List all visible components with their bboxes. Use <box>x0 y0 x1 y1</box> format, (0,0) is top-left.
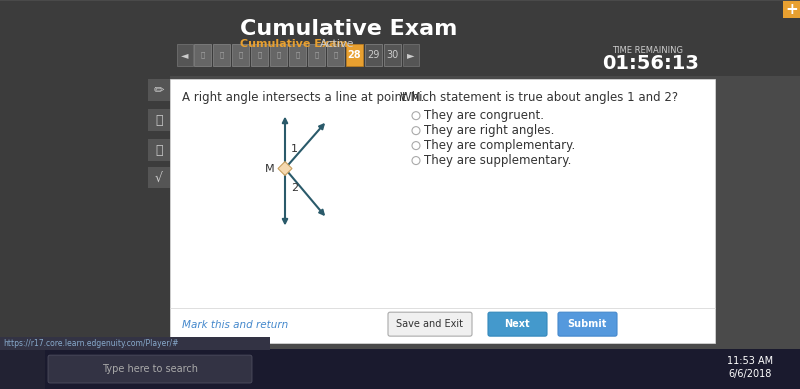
Text: 11:53 AM: 11:53 AM <box>727 356 773 366</box>
Text: 🔒: 🔒 <box>219 51 224 58</box>
Text: 🔒: 🔒 <box>334 51 338 58</box>
FancyBboxPatch shape <box>194 44 211 66</box>
FancyBboxPatch shape <box>0 349 45 389</box>
FancyBboxPatch shape <box>232 44 249 66</box>
FancyBboxPatch shape <box>170 79 715 308</box>
FancyBboxPatch shape <box>346 44 363 66</box>
FancyBboxPatch shape <box>251 44 268 66</box>
Text: They are congruent.: They are congruent. <box>424 109 544 122</box>
Text: A right angle intersects a line at point M.: A right angle intersects a line at point… <box>182 91 424 104</box>
Text: 🔒: 🔒 <box>295 51 300 58</box>
FancyBboxPatch shape <box>558 312 617 336</box>
FancyBboxPatch shape <box>148 138 170 161</box>
FancyBboxPatch shape <box>0 349 800 389</box>
Text: Which statement is true about angles 1 and 2?: Which statement is true about angles 1 a… <box>400 91 678 104</box>
Text: 🎧: 🎧 <box>155 114 162 127</box>
FancyBboxPatch shape <box>783 1 800 18</box>
Text: ►: ► <box>407 50 414 60</box>
FancyBboxPatch shape <box>148 109 170 131</box>
Text: ✏: ✏ <box>154 84 164 97</box>
Text: Type here to search: Type here to search <box>102 364 198 374</box>
FancyBboxPatch shape <box>48 355 252 383</box>
Text: 🔒: 🔒 <box>314 51 318 58</box>
FancyBboxPatch shape <box>270 44 287 66</box>
FancyBboxPatch shape <box>403 44 419 66</box>
FancyBboxPatch shape <box>213 44 230 66</box>
FancyBboxPatch shape <box>384 44 401 66</box>
FancyBboxPatch shape <box>0 1 800 76</box>
FancyBboxPatch shape <box>488 312 547 336</box>
Text: Mark this and return: Mark this and return <box>182 320 288 330</box>
FancyBboxPatch shape <box>177 44 193 66</box>
Text: Save and Exit: Save and Exit <box>397 319 463 329</box>
Text: 30: 30 <box>386 50 398 60</box>
Text: TIME REMAINING: TIME REMAINING <box>612 46 683 55</box>
Text: 01:56:13: 01:56:13 <box>602 54 699 73</box>
Text: Active: Active <box>320 39 354 49</box>
Text: 2: 2 <box>291 184 298 193</box>
FancyBboxPatch shape <box>0 1 170 389</box>
Text: https://r17.core.learn.edgenuity.com/Player/#: https://r17.core.learn.edgenuity.com/Pla… <box>3 339 178 348</box>
FancyBboxPatch shape <box>0 337 270 350</box>
FancyBboxPatch shape <box>308 44 325 66</box>
Text: √: √ <box>155 172 163 185</box>
FancyBboxPatch shape <box>388 312 472 336</box>
Polygon shape <box>278 161 292 175</box>
FancyBboxPatch shape <box>170 308 715 343</box>
FancyBboxPatch shape <box>148 166 170 189</box>
Text: Next: Next <box>504 319 530 329</box>
Text: 6/6/2018: 6/6/2018 <box>728 369 772 379</box>
Text: 🔒: 🔒 <box>200 51 205 58</box>
Text: Submit: Submit <box>567 319 606 329</box>
Text: M: M <box>266 163 275 173</box>
Text: 🔒: 🔒 <box>258 51 262 58</box>
Text: +: + <box>785 2 798 17</box>
Text: 🔒: 🔒 <box>238 51 242 58</box>
Text: 🔒: 🔒 <box>276 51 281 58</box>
Text: They are complementary.: They are complementary. <box>424 139 575 152</box>
Text: 29: 29 <box>367 50 380 60</box>
Text: 📋: 📋 <box>155 144 162 157</box>
Text: ◄: ◄ <box>182 50 189 60</box>
Text: Cumulative Exam: Cumulative Exam <box>240 19 458 39</box>
Text: They are supplementary.: They are supplementary. <box>424 154 571 167</box>
FancyBboxPatch shape <box>365 44 382 66</box>
Text: Cumulative Exam: Cumulative Exam <box>240 39 348 49</box>
FancyBboxPatch shape <box>148 79 170 101</box>
Text: 28: 28 <box>348 50 362 60</box>
Text: They are right angles.: They are right angles. <box>424 124 554 137</box>
Text: 1: 1 <box>291 144 298 154</box>
FancyBboxPatch shape <box>327 44 344 66</box>
FancyBboxPatch shape <box>289 44 306 66</box>
